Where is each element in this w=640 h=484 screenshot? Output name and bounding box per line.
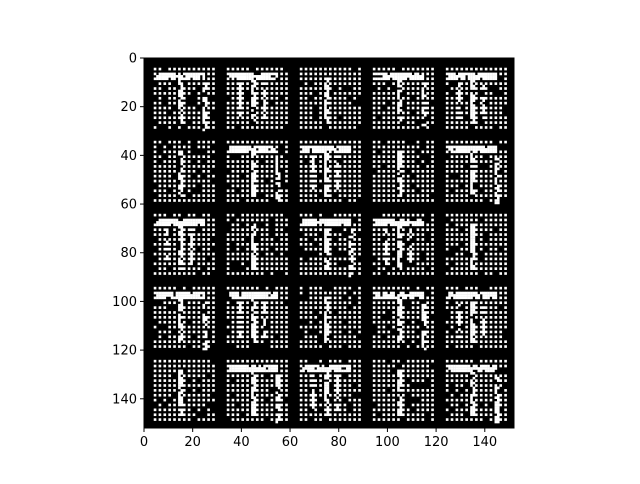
x-tick-label: 0 bbox=[140, 435, 148, 450]
y-tick-label: 140 bbox=[112, 392, 137, 407]
y-tick-label: 60 bbox=[120, 198, 137, 213]
image-mosaic bbox=[144, 58, 514, 428]
y-tick-label: 120 bbox=[112, 344, 137, 359]
y-tick-label: 40 bbox=[120, 149, 137, 164]
y-tick-label: 0 bbox=[129, 52, 137, 67]
y-tick-label: 80 bbox=[120, 246, 137, 261]
x-tick-label: 20 bbox=[184, 435, 201, 450]
x-tick-label: 120 bbox=[424, 435, 449, 450]
y-tick-label: 100 bbox=[112, 295, 137, 310]
x-tick-label: 60 bbox=[282, 435, 299, 450]
x-tick-label: 40 bbox=[233, 435, 250, 450]
x-tick-label: 80 bbox=[330, 435, 347, 450]
x-tick-label: 100 bbox=[375, 435, 400, 450]
y-tick-label: 20 bbox=[120, 100, 137, 115]
x-tick-label: 140 bbox=[472, 435, 497, 450]
